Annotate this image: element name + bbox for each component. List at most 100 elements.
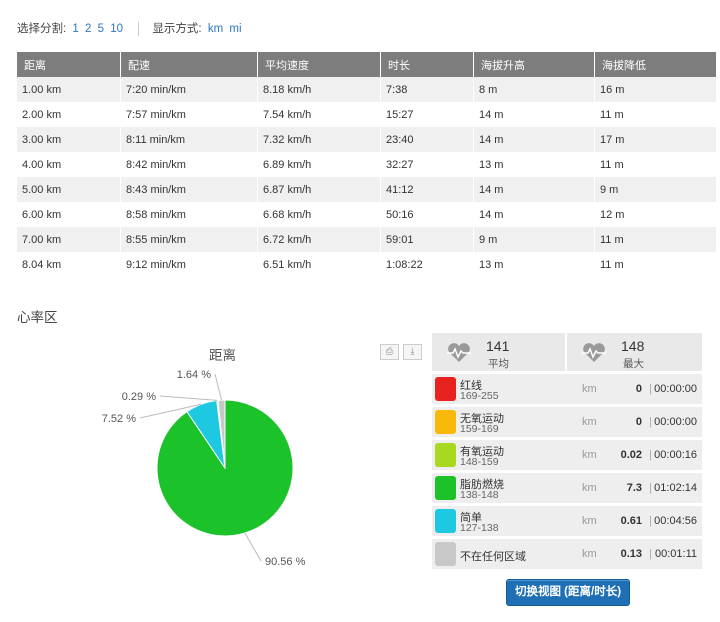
- split-toolbar: 选择分割: 1 2 5 10 显示方式: km mi: [17, 20, 242, 36]
- zone-distance: 0.13: [620, 548, 642, 560]
- table-cell: 11 m: [594, 102, 717, 127]
- split-option-10[interactable]: 10: [110, 23, 124, 35]
- zone-separator: |: [649, 383, 652, 395]
- zone-list: 红线 169-255 km 0 | 00:00:00 无氧运动 159-169 km 0 | 00:0…: [432, 374, 702, 569]
- table-cell: 7:57 min/km: [120, 102, 258, 127]
- pie-label-connector: [214, 373, 222, 401]
- table-cell: 59:01: [380, 227, 474, 252]
- table-cell: 14 m: [473, 202, 595, 227]
- zone-unit: km: [582, 515, 597, 527]
- table-cell: 6.72 km/h: [257, 227, 381, 252]
- unit-option-mi[interactable]: mi: [229, 23, 242, 35]
- table-cell: 12 m: [594, 202, 717, 227]
- zone-time: 00:00:00: [654, 383, 697, 395]
- pie-chart: 90.56 % 7.52 % 0.29 % 1.64 %: [102, 369, 306, 568]
- zone-time: 00:04:56: [654, 515, 697, 527]
- pie-label-connector: [139, 403, 202, 419]
- zone-unit: km: [582, 383, 597, 395]
- table-header-row: 距离 配速 平均速度 时长 海拔升高 海拔降低: [17, 52, 717, 77]
- zone-row: 有氧运动 148-159 km 0.02 | 00:00:16: [432, 440, 702, 470]
- table-cell: 9:12 min/km: [120, 252, 258, 277]
- zone-unit: km: [582, 416, 597, 428]
- zone-color-swatch: [435, 443, 456, 467]
- display-label: 显示方式:: [152, 23, 202, 35]
- pie-label-connector: [159, 395, 218, 401]
- zone-unit: km: [582, 548, 597, 560]
- split-option-5[interactable]: 5: [97, 23, 105, 35]
- hr-summary: 141 平均 148 最大: [432, 333, 702, 371]
- heart-pulse-icon: [582, 343, 606, 362]
- table-cell: 8:42 min/km: [120, 152, 258, 177]
- avg-hr-cell: 141 平均: [432, 333, 567, 371]
- avg-hr-value: 141: [486, 338, 510, 354]
- zone-separator: |: [649, 548, 652, 560]
- table-cell: 7.00 km: [17, 227, 121, 252]
- chart-title: 距离: [209, 348, 236, 363]
- max-hr-value: 148: [621, 338, 645, 354]
- header-elev-loss[interactable]: 海拔降低: [594, 52, 717, 77]
- table-cell: 6.89 km/h: [257, 152, 381, 177]
- splits-table: 距离 配速 平均速度 时长 海拔升高 海拔降低 1.00 km 7:20 min/…: [17, 52, 717, 277]
- table-row: 6.00 km 8:58 min/km 6.68 km/h 50:16 14 m 12 m: [17, 202, 717, 227]
- zone-unit: km: [582, 482, 597, 494]
- table-cell: 23:40: [380, 127, 474, 152]
- pie-data-label: 7.52 %: [102, 413, 136, 425]
- zone-time: 00:01:11: [654, 548, 697, 560]
- header-pace[interactable]: 配速: [120, 52, 258, 77]
- table-cell: 6.87 km/h: [257, 177, 381, 202]
- header-elev-gain[interactable]: 海拔升高: [473, 52, 595, 77]
- hr-stats-panel: 141 平均 148 最大 红线 169-255 km 0 | 00:00:00 无氧运动 1…: [432, 333, 702, 572]
- table-cell: 50:16: [380, 202, 474, 227]
- table-cell: 7:20 min/km: [120, 77, 258, 102]
- zone-color-swatch: [435, 509, 456, 533]
- zone-name: 不在任何区域: [460, 551, 526, 563]
- max-hr-label: 最大: [623, 358, 644, 370]
- zone-distance: 0: [635, 383, 642, 395]
- header-avg-speed[interactable]: 平均速度: [257, 52, 381, 77]
- table-cell: 8:55 min/km: [120, 227, 258, 252]
- download-icon[interactable]: ⤓: [403, 344, 422, 360]
- zone-row: 不在任何区域 km 0.13 | 00:01:11: [432, 539, 702, 569]
- switch-view-button[interactable]: 切换视图 (距离/时长): [506, 579, 630, 606]
- zone-distance: 0: [635, 416, 642, 428]
- table-cell: 3.00 km: [17, 127, 121, 152]
- zone-color-swatch: [435, 377, 456, 401]
- zone-color-swatch: [435, 476, 456, 500]
- table-cell: 6.68 km/h: [257, 202, 381, 227]
- table-cell: 8:43 min/km: [120, 177, 258, 202]
- table-cell: 17 m: [594, 127, 717, 152]
- zone-distance: 0.02: [620, 449, 642, 461]
- table-cell: 9 m: [473, 227, 595, 252]
- toolbar-divider: [138, 21, 140, 36]
- split-label: 选择分割:: [17, 23, 67, 35]
- zone-range: 138-148: [460, 489, 499, 501]
- zone-separator: |: [649, 449, 652, 461]
- table-cell: 32:27: [380, 152, 474, 177]
- zone-color-swatch: [435, 542, 456, 566]
- zone-name: 红线: [460, 380, 482, 392]
- pie-data-label: 1.64 %: [177, 369, 211, 381]
- table-cell: 11 m: [594, 252, 717, 277]
- pie-slice[interactable]: [156, 399, 294, 537]
- header-distance[interactable]: 距离: [17, 52, 121, 77]
- zone-name: 简单: [460, 512, 482, 524]
- zone-range: 127-138: [460, 522, 499, 534]
- unit-option-km[interactable]: km: [207, 23, 224, 35]
- header-duration[interactable]: 时长: [380, 52, 474, 77]
- table-row: 2.00 km 7:57 min/km 7.54 km/h 15:27 14 m 11 m: [17, 102, 717, 127]
- table-row: 8.04 km 9:12 min/km 6.51 km/h 1:08:22 13 m 11…: [17, 252, 717, 277]
- zone-range: 148-159: [460, 456, 499, 468]
- table-cell: 8.04 km: [17, 252, 121, 277]
- table-row: 3.00 km 8:11 min/km 7.32 km/h 23:40 14 m 17 m: [17, 127, 717, 152]
- zone-name: 有氧运动: [460, 446, 504, 458]
- table-cell: 13 m: [473, 252, 595, 277]
- table-row: 1.00 km 7:20 min/km 8.18 km/h 7:38 8 m 16 m: [17, 77, 717, 102]
- split-option-2[interactable]: 2: [85, 23, 92, 35]
- table-cell: 15:27: [380, 102, 474, 127]
- table-cell: 5.00 km: [17, 177, 121, 202]
- table-cell: 1.00 km: [17, 77, 121, 102]
- print-icon[interactable]: ⎙: [380, 344, 399, 360]
- split-option-1[interactable]: 1: [72, 23, 79, 35]
- table-cell: 9 m: [594, 177, 717, 202]
